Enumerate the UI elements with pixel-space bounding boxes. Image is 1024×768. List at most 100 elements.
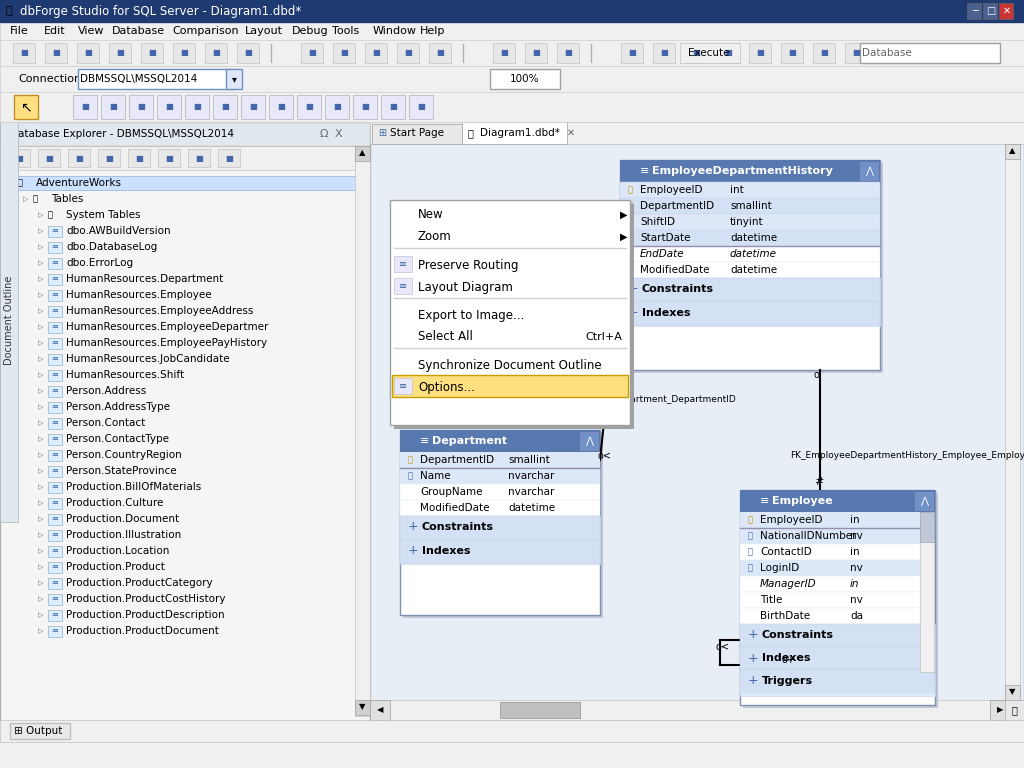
Bar xyxy=(68,149,90,167)
Text: ▷: ▷ xyxy=(38,228,43,234)
Text: ≡: ≡ xyxy=(51,515,58,524)
Text: Department: Department xyxy=(432,436,507,446)
Text: ◀: ◀ xyxy=(377,706,383,714)
Bar xyxy=(48,402,62,413)
Text: Production.ProductDescription: Production.ProductDescription xyxy=(66,610,224,620)
Bar xyxy=(241,95,265,119)
Text: ≡: ≡ xyxy=(399,281,408,291)
Text: ■: ■ xyxy=(692,48,700,58)
Bar xyxy=(860,162,878,180)
Bar xyxy=(920,512,934,542)
Text: System Tables: System Tables xyxy=(66,210,140,220)
Text: ■: ■ xyxy=(532,48,540,58)
Bar xyxy=(620,160,880,370)
Text: ▷: ▷ xyxy=(38,420,43,426)
Text: datetime: datetime xyxy=(730,233,777,243)
Bar xyxy=(48,274,62,285)
Bar xyxy=(370,122,1024,144)
Text: 🔑: 🔑 xyxy=(748,515,753,525)
Bar xyxy=(38,149,60,167)
Bar xyxy=(0,22,1024,40)
Text: ■: ■ xyxy=(75,154,83,163)
Text: Constraints: Constraints xyxy=(642,284,714,294)
Bar xyxy=(0,122,370,146)
Text: da: da xyxy=(850,611,863,621)
Text: HumanResources.Employee: HumanResources.Employee xyxy=(66,290,212,300)
Bar xyxy=(400,452,600,468)
Text: +: + xyxy=(748,674,759,687)
Text: Production.ProductCategory: Production.ProductCategory xyxy=(66,578,213,588)
Text: ▷: ▷ xyxy=(38,260,43,266)
Text: in: in xyxy=(850,547,859,557)
Text: ■: ■ xyxy=(165,154,173,163)
Text: ▷: ▷ xyxy=(38,452,43,458)
Text: ■: ■ xyxy=(404,48,412,58)
Text: Person.Address: Person.Address xyxy=(66,386,146,396)
Text: Start Page: Start Page xyxy=(390,128,444,138)
Text: Person.Contact: Person.Contact xyxy=(66,418,145,428)
Bar xyxy=(0,720,1024,742)
Text: HumanResources.EmployeePayHistory: HumanResources.EmployeePayHistory xyxy=(66,338,267,348)
Text: File: File xyxy=(10,26,29,36)
Bar xyxy=(500,702,580,718)
Bar xyxy=(620,262,880,278)
Text: Production.Product: Production.Product xyxy=(66,562,165,572)
Text: HumanResources.EmployeeDepartmer: HumanResources.EmployeeDepartmer xyxy=(66,322,268,332)
Text: 🔑: 🔑 xyxy=(628,217,633,227)
Bar xyxy=(394,256,412,272)
Text: nvarchar: nvarchar xyxy=(508,471,554,481)
Text: Person.AddressType: Person.AddressType xyxy=(66,402,170,412)
Text: Indexes: Indexes xyxy=(762,653,811,663)
Text: dbForge Studio for SQL Server - Diagram1.dbd*: dbForge Studio for SQL Server - Diagram1… xyxy=(20,5,301,18)
Text: ≡: ≡ xyxy=(51,578,58,588)
Text: ▷: ▷ xyxy=(38,468,43,474)
Text: ▷: ▷ xyxy=(38,628,43,634)
Text: ▷: ▷ xyxy=(38,404,43,410)
Bar xyxy=(48,242,62,253)
Text: Indexes: Indexes xyxy=(642,308,690,318)
Text: dbo.AWBuildVersion: dbo.AWBuildVersion xyxy=(66,226,171,236)
Text: ModifiedDate: ModifiedDate xyxy=(640,265,710,275)
Text: FK_EmployeeDepartmentHistory_Department_DepartmentID: FK_EmployeeDepartmentHistory_Department_… xyxy=(460,396,736,405)
Text: datetime: datetime xyxy=(508,503,555,513)
Text: ■: ■ xyxy=(249,102,257,111)
Text: Ω: Ω xyxy=(319,129,329,139)
Text: ■: ■ xyxy=(45,154,53,163)
Bar xyxy=(158,149,180,167)
Text: ≡: ≡ xyxy=(51,355,58,363)
Text: dbo.ErrorLog: dbo.ErrorLog xyxy=(66,258,133,268)
Bar xyxy=(355,700,370,715)
Text: ▶: ▶ xyxy=(620,210,628,220)
Text: HumanResources.Department: HumanResources.Department xyxy=(66,274,223,284)
Bar xyxy=(990,700,1010,720)
Bar xyxy=(365,43,387,63)
Text: ≡: ≡ xyxy=(51,419,58,428)
Text: Production.Illustration: Production.Illustration xyxy=(66,530,181,540)
Text: ■: ■ xyxy=(361,102,369,111)
Text: ▷: ▷ xyxy=(23,196,29,202)
Text: 📁: 📁 xyxy=(33,194,38,204)
Bar xyxy=(490,69,560,89)
Text: ≡: ≡ xyxy=(51,482,58,492)
Bar xyxy=(557,43,579,63)
Bar xyxy=(394,378,412,394)
Text: ■: ■ xyxy=(84,48,92,58)
Text: Zoom: Zoom xyxy=(418,230,452,243)
Text: StartDate: StartDate xyxy=(640,233,690,243)
Bar xyxy=(48,594,62,605)
Bar xyxy=(213,95,237,119)
Bar xyxy=(400,468,600,484)
Bar xyxy=(400,516,600,539)
Text: int: int xyxy=(730,185,743,195)
Bar xyxy=(78,69,233,89)
Text: ≡: ≡ xyxy=(51,386,58,396)
Text: View: View xyxy=(78,26,104,36)
Text: ≡: ≡ xyxy=(51,402,58,412)
Bar xyxy=(226,69,242,89)
Text: ▷: ▷ xyxy=(38,612,43,618)
Text: Debug: Debug xyxy=(292,26,329,36)
Text: Production.Document: Production.Document xyxy=(66,514,179,524)
Text: EmployeeID: EmployeeID xyxy=(760,515,822,525)
Bar xyxy=(48,530,62,541)
Bar xyxy=(13,43,35,63)
